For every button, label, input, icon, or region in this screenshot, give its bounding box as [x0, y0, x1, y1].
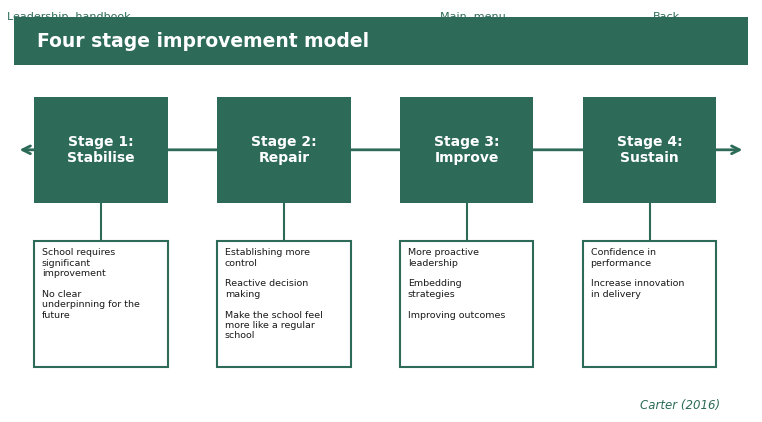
Bar	[34, 241, 168, 367]
Text: Stage 1:
Stabilise: Stage 1: Stabilise	[67, 135, 135, 165]
Bar	[400, 241, 533, 367]
Text: Stage 3:
Improve: Stage 3: Improve	[434, 135, 499, 165]
Text: Stage 2:
Repair: Stage 2: Repair	[251, 135, 317, 165]
Text: More proactive
leadership

Embedding
strategies

Improving outcomes: More proactive leadership Embedding stra…	[408, 248, 505, 319]
Text: Carter (2016): Carter (2016)	[640, 399, 720, 411]
Text: Establishing more
control

Reactive decision
making

Make the school feel
more l: Establishing more control Reactive decis…	[225, 248, 322, 340]
Text: Stage 4:
Sustain: Stage 4: Sustain	[616, 135, 683, 165]
Text: Main  menu: Main menu	[440, 12, 505, 22]
Text: Leadership  handbook: Leadership handbook	[7, 12, 130, 22]
Bar	[400, 97, 533, 203]
Bar	[14, 17, 748, 65]
Text: Confidence in
performance

Increase innovation
in delivery: Confidence in performance Increase innov…	[591, 248, 684, 299]
Text: School requires
significant
improvement

No clear
underpinning for the
future: School requires significant improvement …	[42, 248, 139, 319]
Text: Four stage improvement model: Four stage improvement model	[37, 32, 369, 51]
Text: Back: Back	[653, 12, 680, 22]
Bar	[583, 97, 716, 203]
Bar	[217, 241, 351, 367]
Bar	[217, 97, 351, 203]
Bar	[34, 97, 168, 203]
Bar	[583, 241, 716, 367]
